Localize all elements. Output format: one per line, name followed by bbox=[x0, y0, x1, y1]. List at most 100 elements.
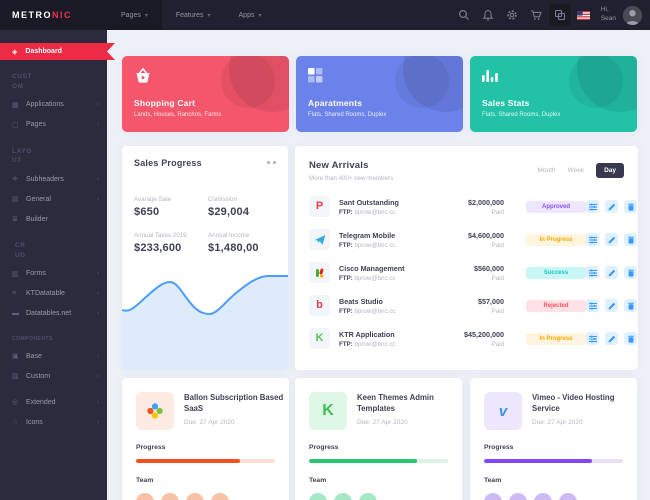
project-title[interactable]: Ballon Subscription Based SaaS bbox=[184, 393, 284, 414]
progress-label: Progress bbox=[309, 444, 339, 451]
project-title[interactable]: Vimeo - Video Hosting Service bbox=[532, 393, 615, 414]
ftp-label: FTP: bbox=[339, 340, 353, 348]
team-label: Team bbox=[309, 477, 327, 484]
project-title[interactable]: Keen Themes Admin Templates bbox=[357, 393, 434, 414]
amount-note: Paid bbox=[491, 340, 504, 348]
trash-icon[interactable] bbox=[624, 266, 637, 279]
row-actions bbox=[586, 299, 637, 312]
bell-icon[interactable] bbox=[477, 4, 499, 26]
project-card-ballon: Ballon Subscription Based SaaS Due: 27 A… bbox=[122, 378, 289, 500]
sidebar-item-forms[interactable]: ▥ Forms › bbox=[0, 264, 107, 284]
sidebar-item-ktdatatable[interactable]: ≡ KTDatatable › bbox=[0, 284, 107, 304]
gear-icon[interactable] bbox=[501, 4, 523, 26]
menu-item-pages[interactable]: Pages ▾ bbox=[107, 0, 162, 30]
sidebar-item-extended[interactable]: ◎ Extended › bbox=[0, 392, 107, 412]
company-name[interactable]: KTR Application bbox=[339, 329, 395, 339]
edit-pencil-icon[interactable] bbox=[605, 266, 618, 279]
us-flag-icon[interactable] bbox=[573, 4, 595, 26]
ftp-email: bprow@bnc.cc bbox=[354, 241, 396, 249]
search-icon[interactable] bbox=[453, 4, 475, 26]
avatar bbox=[509, 493, 527, 500]
widget-title: Sales Stats bbox=[482, 98, 530, 108]
sidebar-item-label: Forms bbox=[26, 270, 46, 277]
status-badge: Approved bbox=[526, 200, 586, 213]
sales-progress-card: Sales Progress Avarage Sale $650 Comissio… bbox=[122, 146, 288, 370]
sidebar-item-general[interactable]: ▤ General › bbox=[0, 189, 107, 209]
trash-icon[interactable] bbox=[624, 332, 637, 345]
edit-pencil-icon[interactable] bbox=[605, 299, 618, 312]
shopping-cart-widget[interactable]: Shopping Cart Lands, Houses, Ranchos, Fa… bbox=[122, 56, 289, 132]
settings-sliders-icon[interactable] bbox=[586, 233, 599, 246]
trash-icon[interactable] bbox=[624, 233, 637, 246]
status-badge: In Progress bbox=[526, 332, 586, 345]
more-menu-icon[interactable] bbox=[267, 161, 276, 164]
table-row: Cisco Management FTP: bprow@bnc.cc $560,… bbox=[309, 256, 637, 289]
table-row: Telegram Mobile FTP: bprow@bnc.cc $4,600… bbox=[309, 223, 637, 256]
logo-letter: v bbox=[498, 402, 508, 420]
sales-stats-widget[interactable]: Sales Stats Flats, Shared Rooms, Duplex bbox=[470, 56, 637, 132]
extended-icon: ◎ bbox=[12, 399, 19, 406]
sidebar-item-applications[interactable]: ▦ Applications › bbox=[0, 95, 107, 115]
logo-letter: b bbox=[316, 299, 323, 311]
project-due: Due: 27 Apr 2020 bbox=[184, 418, 235, 426]
company-name[interactable]: Sant Outstanding bbox=[339, 197, 399, 207]
decor-circle bbox=[569, 56, 623, 108]
company-name[interactable]: Cisco Management bbox=[339, 263, 405, 273]
sidebar-item-builder[interactable]: ≣ Builder bbox=[0, 209, 107, 229]
amount: $560,000 bbox=[474, 263, 504, 273]
tab-day[interactable]: Day bbox=[596, 163, 624, 178]
sidebar-item-subheaders[interactable]: ✛ Subheaders › bbox=[0, 169, 107, 189]
menu-item-features[interactable]: Features ▾ bbox=[162, 0, 225, 30]
panels-icon[interactable] bbox=[548, 4, 571, 26]
sidebar-item-label: Custom bbox=[26, 372, 51, 380]
settings-sliders-icon[interactable] bbox=[586, 200, 599, 213]
trash-icon[interactable] bbox=[624, 200, 637, 213]
dashboard-icon: ◈ bbox=[12, 48, 18, 56]
amount-note: Paid bbox=[491, 241, 504, 249]
team-avatars bbox=[309, 493, 448, 500]
top-actions: Hi, Sean bbox=[453, 0, 650, 30]
sidebar-item-icons[interactable]: ☆ Icons › bbox=[0, 412, 107, 432]
edit-pencil-icon[interactable] bbox=[605, 233, 618, 246]
sidebar-item-pages[interactable]: ▢ Pages › bbox=[0, 115, 107, 135]
chevron-right-icon: › bbox=[96, 398, 99, 406]
sidebar-item-custom[interactable]: ▧ Custom › bbox=[0, 366, 107, 386]
sidebar-item-base[interactable]: ▣ Base › bbox=[0, 346, 107, 366]
ftp-email: bprow@bnc.cc bbox=[354, 274, 396, 282]
tab-month[interactable]: Month bbox=[537, 167, 556, 174]
settings-sliders-icon[interactable] bbox=[586, 299, 599, 312]
company-logo bbox=[309, 229, 330, 250]
edit-pencil-icon[interactable] bbox=[605, 200, 618, 213]
settings-sliders-icon[interactable] bbox=[586, 266, 599, 279]
menu-item-apps[interactable]: Apps ▾ bbox=[225, 0, 276, 30]
stat-label: Annual Taxes 2019 bbox=[134, 232, 187, 239]
progress-bar bbox=[136, 459, 275, 463]
chevron-right-icon: › bbox=[96, 121, 99, 128]
brand-logo[interactable]: METRO NIC bbox=[0, 0, 107, 30]
ftp-email: bprow@bnc.cc bbox=[354, 340, 396, 348]
user-avatar[interactable] bbox=[623, 5, 642, 25]
cart-icon[interactable] bbox=[525, 4, 547, 26]
apartments-widget[interactable]: Aparatments Flats, Shared Rooms, Duplex bbox=[296, 56, 463, 132]
edit-pencil-icon[interactable] bbox=[605, 332, 618, 345]
settings-sliders-icon[interactable] bbox=[586, 332, 599, 345]
pinwheel-icon bbox=[136, 392, 174, 430]
cisco-logo-icon bbox=[315, 268, 323, 278]
menu-item-label: Pages bbox=[121, 11, 141, 19]
logo-letter: K bbox=[322, 402, 334, 419]
sidebar-item-label: Datatables.net bbox=[26, 310, 72, 317]
company-name[interactable]: Beats Studio bbox=[339, 296, 383, 306]
company-name[interactable]: Telegram Mobile bbox=[339, 230, 396, 240]
trash-icon[interactable] bbox=[624, 299, 637, 312]
sidebar-item-dashboard[interactable]: ◈ Dashboard bbox=[0, 43, 115, 60]
tab-week[interactable]: Week bbox=[567, 167, 585, 174]
brand-logo-primary: METRO bbox=[12, 10, 52, 20]
status-badge: Rejected bbox=[526, 299, 586, 312]
chevron-down-icon: ▾ bbox=[144, 12, 148, 19]
sidebar-item-datatables-net[interactable]: ▬ Datatables.net › bbox=[0, 304, 107, 324]
area-chart bbox=[122, 275, 288, 370]
status-badge: Success bbox=[526, 266, 586, 279]
sidebar-item-label: Dashboard bbox=[25, 48, 62, 55]
team-label: Team bbox=[136, 477, 154, 484]
row-actions bbox=[586, 266, 637, 279]
